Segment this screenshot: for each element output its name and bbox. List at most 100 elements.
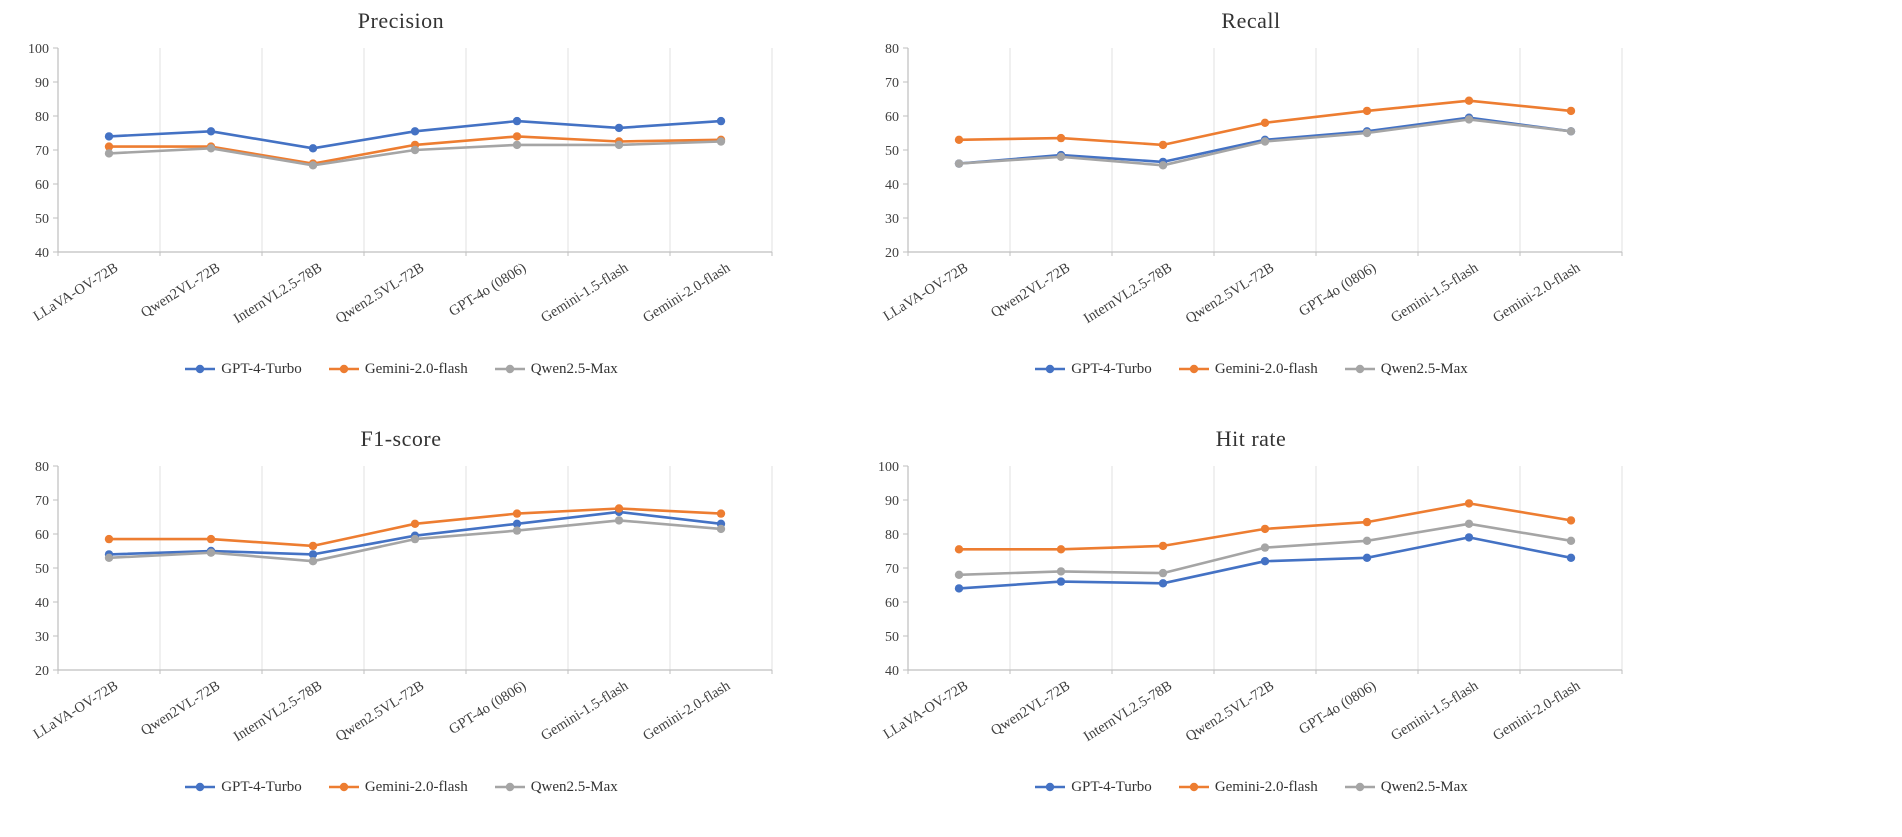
svg-text:20: 20 [885,246,899,261]
svg-text:50: 50 [35,212,49,227]
legend-line-marker-icon [1178,782,1209,792]
legend-line-marker-icon [185,364,216,374]
plot-area-precision: 40 50 60 70 80 90 100 LLaVA-OV-72B Qwen2VL-72B In… [6,38,796,356]
svg-text:80: 80 [35,460,49,475]
legend-label: GPT-4-Turbo [221,360,302,377]
svg-text:70: 70 [885,76,899,91]
svg-text:60: 60 [885,596,899,611]
plot-area-recall: 20 30 40 50 60 70 80 LLaVA-OV-72B Qwen2VL-72B Int… [856,38,1646,356]
svg-text:Gemini-1.5-flash: Gemini-1.5-flash [1388,259,1481,326]
legend-line-marker-icon [185,782,216,792]
svg-text:Qwen2.5VL-72B: Qwen2.5VL-72B [333,260,427,327]
svg-text:Qwen2VL-72B: Qwen2VL-72B [988,260,1073,321]
svg-text:100: 100 [878,460,899,475]
svg-text:GPT-4o (0806): GPT-4o (0806) [1296,678,1379,738]
chart-recall: Recall 20 30 40 50 60 70 80 LLaVA-OV-72B Qwen2VL… [856,6,1646,416]
svg-text:Qwen2.5VL-72B: Qwen2.5VL-72B [1183,678,1277,745]
legend-label: Gemini-2.0-flash [364,778,468,795]
svg-text:70: 70 [35,494,49,509]
svg-text:40: 40 [35,596,49,611]
svg-text:40: 40 [885,178,899,193]
svg-text:InternVL2.5-78B: InternVL2.5-78B [231,678,325,745]
legend-item-gemini-2-0-flash: Gemini-2.0-flash [328,779,468,796]
svg-text:100: 100 [28,42,49,57]
legend-label: Qwen2.5-Max [530,778,618,795]
legend-item-qwen2-5-max: Qwen2.5-Max [494,779,618,796]
legend-item-gpt-4-turbo: GPT-4-Turbo [1034,779,1152,796]
svg-text:InternVL2.5-78B: InternVL2.5-78B [1081,678,1175,745]
svg-text:Gemini-2.0-flash: Gemini-2.0-flash [1490,677,1583,744]
legend-precision: GPT-4-Turbo Gemini-2.0-flash Qwen2.5-Max [6,356,796,382]
chart-title-recall: Recall [1221,8,1281,33]
legend-line-marker-icon [494,364,525,374]
chart-precision: Precision 40 50 60 70 80 90 100 LLaVA-OV-72B Qwe… [6,6,796,416]
svg-text:80: 80 [35,110,49,125]
plot-svg: 40 50 60 70 80 90 100 LLaVA-OV-72B Qwen2VL-72B In… [878,460,1623,745]
legend-item-qwen2-5-max: Qwen2.5-Max [1344,361,1468,378]
svg-text:LLaVA-OV-72B: LLaVA-OV-72B [31,260,121,325]
legend-line-marker-icon [1035,782,1066,792]
svg-text:40: 40 [885,664,899,679]
legend-line-marker-icon [328,782,359,792]
svg-text:80: 80 [885,528,899,543]
svg-text:80: 80 [885,42,899,57]
svg-text:Gemini-2.0-flash: Gemini-2.0-flash [1490,259,1583,326]
svg-text:Qwen2.5VL-72B: Qwen2.5VL-72B [333,678,427,745]
svg-text:Gemini-2.0-flash: Gemini-2.0-flash [640,677,733,744]
svg-text:Qwen2.5VL-72B: Qwen2.5VL-72B [1183,260,1277,327]
svg-text:70: 70 [885,562,899,577]
svg-text:InternVL2.5-78B: InternVL2.5-78B [231,260,325,327]
svg-text:50: 50 [885,144,899,159]
svg-text:Gemini-2.0-flash: Gemini-2.0-flash [640,259,733,326]
svg-text:Qwen2VL-72B: Qwen2VL-72B [988,678,1073,739]
legend-item-gemini-2-0-flash: Gemini-2.0-flash [1178,779,1318,796]
svg-text:50: 50 [35,562,49,577]
chart-f1-score: F1-score 20 30 40 50 60 70 80 LLaVA-OV-72B Qwen2… [6,424,796,834]
svg-text:40: 40 [35,246,49,261]
legend-item-gpt-4-turbo: GPT-4-Turbo [184,779,302,796]
svg-text:70: 70 [35,144,49,159]
svg-text:LLaVA-OV-72B: LLaVA-OV-72B [881,678,971,743]
svg-text:50: 50 [885,630,899,645]
legend-label: Gemini-2.0-flash [1214,778,1318,795]
legend-line-marker-icon [1178,364,1209,374]
svg-text:Gemini-1.5-flash: Gemini-1.5-flash [538,677,631,744]
legend-line-marker-icon [328,364,359,374]
svg-text:90: 90 [35,76,49,91]
svg-text:60: 60 [35,528,49,543]
svg-text:30: 30 [885,212,899,227]
svg-text:GPT-4o (0806): GPT-4o (0806) [1296,260,1379,320]
svg-text:Gemini-1.5-flash: Gemini-1.5-flash [1388,677,1481,744]
legend-label: GPT-4-Turbo [1071,778,1152,795]
legend-label: Qwen2.5-Max [1380,360,1468,377]
legend-label: Qwen2.5-Max [530,360,618,377]
plot-svg: 40 50 60 70 80 90 100 LLaVA-OV-72B Qwen2VL-72B In… [28,42,773,327]
svg-text:30: 30 [35,630,49,645]
plot-svg: 20 30 40 50 60 70 80 LLaVA-OV-72B Qwen2VL-72B Int… [881,42,1623,327]
svg-text:90: 90 [885,494,899,509]
svg-text:GPT-4o (0806): GPT-4o (0806) [446,678,529,738]
svg-text:Gemini-1.5-flash: Gemini-1.5-flash [538,259,631,326]
legend-line-marker-icon [1344,782,1375,792]
legend-line-marker-icon [494,782,525,792]
svg-text:InternVL2.5-78B: InternVL2.5-78B [1081,260,1175,327]
legend-label: Qwen2.5-Max [1380,778,1468,795]
charts-grid: Precision 40 50 60 70 80 90 100 LLaVA-OV-72B Qwe… [6,6,1902,834]
svg-text:LLaVA-OV-72B: LLaVA-OV-72B [31,678,121,743]
svg-text:GPT-4o (0806): GPT-4o (0806) [446,260,529,320]
legend-item-gpt-4-turbo: GPT-4-Turbo [1034,361,1152,378]
legend-item-gemini-2-0-flash: Gemini-2.0-flash [328,361,468,378]
legend-label: GPT-4-Turbo [1071,360,1152,377]
chart-title-f1-score: F1-score [360,426,442,451]
svg-text:Qwen2VL-72B: Qwen2VL-72B [138,260,223,321]
legend-hit-rate: GPT-4-Turbo Gemini-2.0-flash Qwen2.5-Max [856,774,1646,800]
svg-text:60: 60 [35,178,49,193]
legend-item-gpt-4-turbo: GPT-4-Turbo [184,361,302,378]
plot-area-f1-score: 20 30 40 50 60 70 80 LLaVA-OV-72B Qwen2VL-72B Int… [6,456,796,774]
svg-text:Qwen2VL-72B: Qwen2VL-72B [138,678,223,739]
legend-item-gemini-2-0-flash: Gemini-2.0-flash [1178,361,1318,378]
chart-title-hit-rate: Hit rate [1215,426,1287,451]
legend-line-marker-icon [1344,364,1375,374]
legend-item-qwen2-5-max: Qwen2.5-Max [494,361,618,378]
